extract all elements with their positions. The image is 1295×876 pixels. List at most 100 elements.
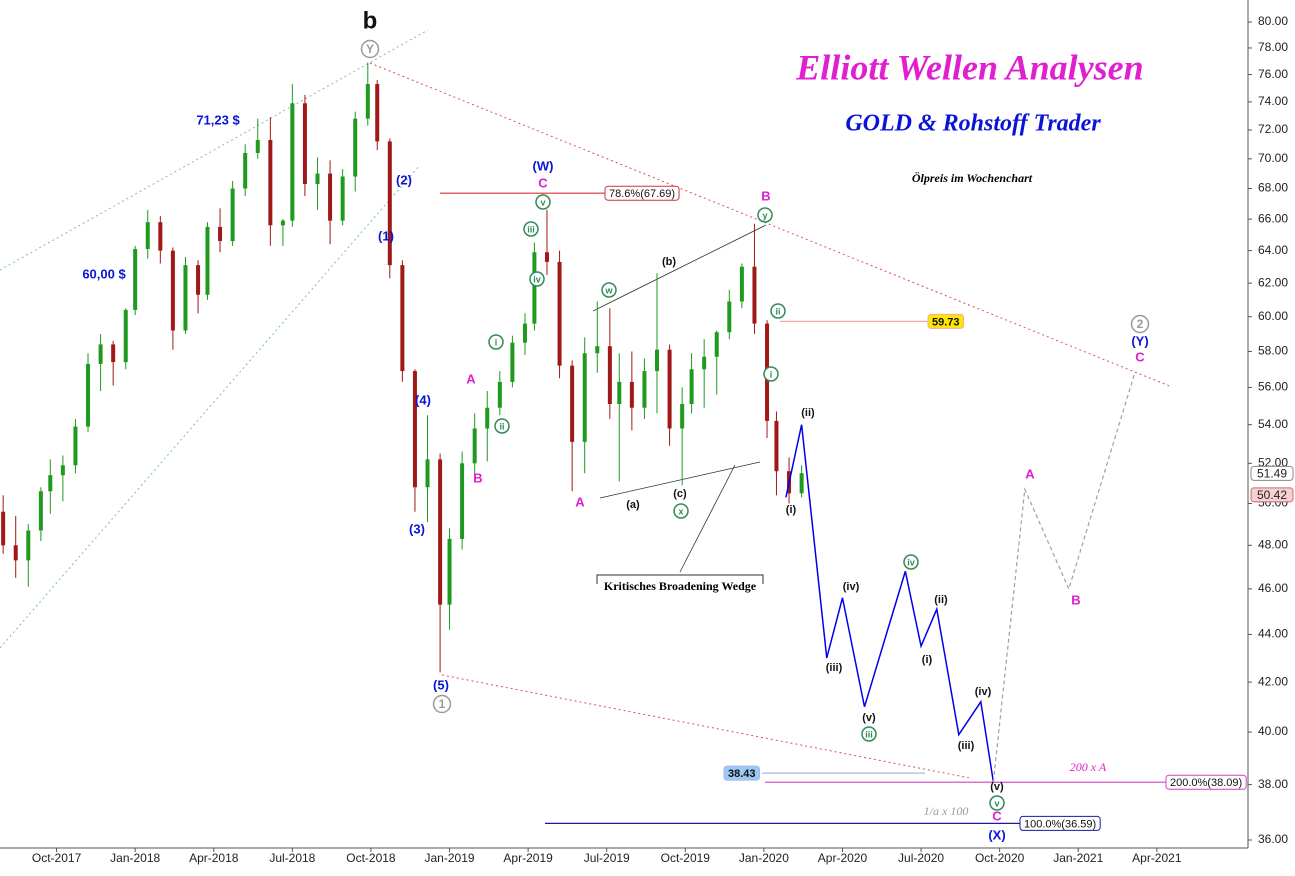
level-text: 78.6%(67.69): [609, 188, 675, 200]
candle-body: [629, 381, 634, 408]
candle-body: [752, 266, 757, 324]
wave-label: (ii): [934, 594, 948, 606]
candle-body: [497, 381, 502, 408]
price-tag: [1250, 487, 1294, 503]
wave-label: v: [994, 798, 999, 808]
candle-body: [86, 363, 91, 427]
candle-body: [145, 222, 150, 250]
candle-body: [280, 220, 285, 226]
candle-body: [183, 265, 188, 331]
wave-circle: [1130, 314, 1150, 334]
wave-label: (a): [626, 499, 640, 511]
wave-circle: [861, 726, 877, 742]
trendlines: [0, 29, 1173, 779]
candle-body: [158, 222, 163, 251]
wedge-line: [592, 224, 767, 312]
y-tick-label: 42.00: [1258, 674, 1288, 688]
candle-body: [243, 152, 248, 189]
candle-body: [680, 404, 685, 429]
channel-line: [0, 164, 421, 649]
candle-body: [595, 346, 600, 354]
wave-label: (Y): [1131, 333, 1148, 348]
wave-circle: [763, 366, 779, 382]
wave-label: (ii): [801, 407, 815, 419]
wave-label: A: [466, 371, 476, 386]
wave-label: A: [575, 494, 585, 509]
candle-body: [38, 491, 43, 531]
candle-body: [123, 309, 128, 363]
y-tick-label: 44.00: [1258, 627, 1288, 641]
wedge-box: [596, 574, 764, 584]
price-tag-label: 51.49: [1257, 467, 1287, 481]
wave-label: iii: [865, 729, 873, 739]
candle-body: [218, 226, 223, 242]
x-tick-label: Oct-2019: [661, 851, 711, 865]
candle-body: [412, 371, 417, 488]
candle-body: [425, 459, 430, 488]
wave-label: (v): [862, 712, 876, 724]
level-label: 100.0%(36.59): [1019, 815, 1101, 831]
y-tick-label: 76.00: [1258, 67, 1288, 81]
y-tick-label: 36.00: [1258, 832, 1288, 846]
candle-body: [438, 459, 443, 605]
x-tick-label: Jul-2018: [269, 851, 315, 865]
candle-body: [268, 139, 273, 226]
wave-label: 2: [1137, 317, 1144, 331]
wave-label: (iii): [826, 662, 843, 674]
candle-body: [196, 265, 201, 295]
level-box: [604, 185, 680, 201]
wave-label: (2): [396, 172, 412, 187]
level-box: [1165, 774, 1247, 790]
candle-body: [302, 103, 307, 185]
candle-body: [353, 118, 358, 177]
y-tick-label: 58.00: [1258, 344, 1288, 358]
wave-label: (1): [378, 228, 394, 243]
wave-circle: [494, 418, 510, 434]
y-tick-label: 46.00: [1258, 581, 1288, 595]
candle-body: [642, 371, 647, 408]
y-tick-label: 70.00: [1258, 151, 1288, 165]
x-tick-label: Jan-2019: [425, 851, 475, 865]
wave-label: iv: [907, 557, 915, 567]
wave-label: C: [538, 175, 548, 190]
y-tick-label: 78.00: [1258, 40, 1288, 54]
channel-line: [0, 29, 429, 271]
candle-body: [170, 250, 175, 331]
wave-circle: [601, 282, 617, 298]
wave-label: (5): [433, 677, 449, 692]
level-label: 59.73: [927, 313, 965, 329]
wedge-pointer: [679, 464, 736, 573]
chart-note: Ölpreis im Wochenchart: [912, 171, 1033, 185]
candle-body: [689, 369, 694, 405]
chart-subtitle: GOLD & Rohstoff Trader: [845, 111, 1101, 137]
x-tick-label: Apr-2018: [189, 851, 239, 865]
candle-body: [26, 530, 31, 561]
wave-label: (W): [533, 158, 554, 173]
wave-label: C: [992, 808, 1002, 823]
x-tick-label: Oct-2018: [346, 851, 396, 865]
candle-body: [98, 344, 103, 364]
wedge-label: Kritisches Broadening Wedge: [604, 579, 757, 593]
candle-body: [774, 420, 779, 472]
wave-label: iii: [527, 224, 535, 234]
candle-body: [607, 346, 612, 405]
wave-label: (3): [409, 521, 425, 536]
wave-label: (4): [415, 392, 431, 407]
wave-label: i: [495, 337, 498, 347]
level-box: [1019, 815, 1101, 831]
level-box: [723, 765, 761, 781]
x-tick-label: Jan-2021: [1053, 851, 1103, 865]
candle-body: [485, 407, 490, 429]
candle-body: [617, 381, 622, 405]
wave-label: B: [473, 470, 482, 485]
wave-label: 60,00 $: [82, 266, 126, 281]
candle-body: [111, 344, 116, 363]
level-label: 38.43: [723, 765, 761, 781]
candle-body: [714, 332, 719, 357]
x-tick-label: Jan-2020: [739, 851, 789, 865]
candle-body: [375, 84, 380, 142]
y-tick-label: 54.00: [1258, 417, 1288, 431]
candle-body: [570, 365, 575, 442]
x-tick-label: Jul-2020: [898, 851, 944, 865]
